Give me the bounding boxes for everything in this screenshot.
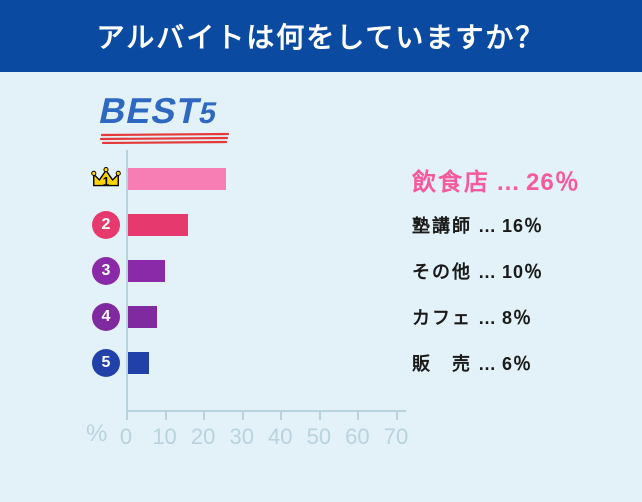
tick-label: 20 bbox=[191, 424, 215, 450]
chart-row: 2 塾講師 … 16％ bbox=[90, 202, 612, 248]
rank-number: 2 bbox=[92, 211, 120, 239]
crown-icon: 1 bbox=[90, 162, 122, 196]
bar bbox=[126, 260, 165, 282]
bar bbox=[126, 352, 149, 374]
tick-label: 0 bbox=[120, 424, 132, 450]
chart-row: 4 カフェ … 8％ bbox=[90, 294, 612, 340]
rank-number: 4 bbox=[92, 303, 120, 331]
plot-area bbox=[126, 202, 396, 248]
label-name: 塾講師 bbox=[412, 212, 472, 238]
tick bbox=[126, 410, 128, 420]
rank-badge: 5 bbox=[90, 347, 122, 379]
label-name: 飲食店 bbox=[412, 162, 490, 197]
tick bbox=[357, 410, 359, 420]
rank-number: 5 bbox=[92, 349, 120, 377]
bar bbox=[126, 306, 157, 328]
tick-label: 70 bbox=[384, 424, 408, 450]
best5-heading: BEST5 bbox=[100, 90, 260, 146]
page-title: アルバイトは何をしていますか？ bbox=[97, 16, 546, 56]
x-axis bbox=[126, 410, 406, 412]
chart-row: 3 その他 … 10％ bbox=[90, 248, 612, 294]
chart-row: 5 販 売 … 6％ bbox=[90, 340, 612, 386]
label-value: 10％ bbox=[502, 258, 543, 284]
plot-area bbox=[126, 294, 396, 340]
tick-label: 60 bbox=[345, 424, 369, 450]
rank-badge: 2 bbox=[90, 209, 122, 241]
label-value: 6％ bbox=[502, 350, 532, 376]
plot-area bbox=[126, 248, 396, 294]
label-value: 26％ bbox=[526, 162, 580, 197]
bar-chart: 1 飲食店… 26％2塾講師… 16％3その他… 10％4カフェ… 8％5販 売… bbox=[90, 156, 612, 386]
main: BEST5 1 飲食店… 26％2塾講師… 16％3その他… 10％4カフェ… … bbox=[0, 72, 642, 502]
plot-area bbox=[126, 340, 396, 386]
row-label: 販 売 … 6％ bbox=[412, 350, 532, 376]
label-dots: … bbox=[478, 308, 496, 329]
bar bbox=[126, 168, 226, 190]
label-value: 8％ bbox=[502, 304, 532, 330]
label-value: 16％ bbox=[502, 212, 543, 238]
tick bbox=[242, 410, 244, 420]
best5-text: BEST5 bbox=[96, 90, 223, 132]
label-dots: … bbox=[496, 169, 520, 197]
page: アルバイトは何をしていますか？ BEST5 1 飲食店… 26％2塾講師… 16… bbox=[0, 0, 642, 502]
chart-rows: 1 飲食店… 26％2塾講師… 16％3その他… 10％4カフェ… 8％5販 売… bbox=[90, 156, 612, 386]
row-label: カフェ … 8％ bbox=[412, 304, 532, 330]
tick bbox=[319, 410, 321, 420]
tick-label: 50 bbox=[307, 424, 331, 450]
title-bar: アルバイトは何をしていますか？ bbox=[0, 0, 642, 72]
rank-badge: 3 bbox=[90, 255, 122, 287]
rank-badge: 1 bbox=[90, 163, 122, 195]
chart-row: 1 飲食店… 26％ bbox=[90, 156, 612, 202]
row-label: 飲食店… 26％ bbox=[412, 162, 580, 197]
label-name: カフェ bbox=[412, 304, 472, 330]
axis-percent-label: % bbox=[86, 420, 107, 448]
label-dots: … bbox=[478, 354, 496, 375]
rank-number: 3 bbox=[92, 257, 120, 285]
tick-label: 40 bbox=[268, 424, 292, 450]
tick bbox=[280, 410, 282, 420]
best5-underline bbox=[100, 132, 230, 144]
y-axis bbox=[126, 150, 128, 410]
tick-label: 30 bbox=[229, 424, 253, 450]
label-dots: … bbox=[478, 216, 496, 237]
rank-badge: 4 bbox=[90, 301, 122, 333]
label-dots: … bbox=[478, 262, 496, 283]
plot-area bbox=[126, 156, 396, 202]
tick bbox=[396, 410, 398, 420]
row-label: 塾講師 … 16％ bbox=[412, 212, 543, 238]
tick bbox=[203, 410, 205, 420]
label-name: 販 売 bbox=[412, 350, 472, 376]
svg-text:1: 1 bbox=[103, 175, 110, 189]
row-label: その他 … 10％ bbox=[412, 258, 543, 284]
tick-label: 10 bbox=[152, 424, 176, 450]
label-name: その他 bbox=[412, 258, 472, 284]
tick bbox=[165, 410, 167, 420]
bar bbox=[126, 214, 188, 236]
